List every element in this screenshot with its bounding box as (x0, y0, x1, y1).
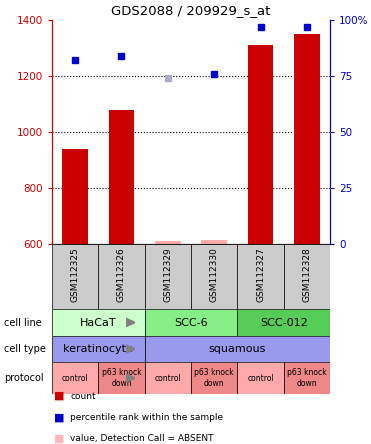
Bar (52, 244, 98, 309)
Text: control: control (62, 373, 89, 382)
Text: count: count (70, 392, 96, 400)
Bar (248, 45, 273, 244)
Text: GSM112327: GSM112327 (256, 247, 265, 302)
Bar (145, 336, 330, 362)
Bar (145, 309, 237, 336)
Bar (237, 362, 284, 394)
Polygon shape (126, 345, 135, 353)
Bar (294, 34, 319, 244)
Bar (145, 244, 191, 309)
Text: protocol: protocol (4, 373, 43, 383)
Bar (52, 336, 145, 362)
Bar (109, 110, 134, 244)
Title: GDS2088 / 209929_s_at: GDS2088 / 209929_s_at (111, 4, 271, 17)
Polygon shape (126, 374, 135, 382)
Text: GSM112330: GSM112330 (210, 247, 219, 302)
Text: GSM112329: GSM112329 (163, 247, 173, 302)
Text: p63 knock
down: p63 knock down (102, 369, 141, 388)
Text: GSM112326: GSM112326 (117, 247, 126, 302)
Polygon shape (126, 318, 135, 326)
Bar (284, 362, 330, 394)
Text: ■: ■ (54, 412, 65, 422)
Text: percentile rank within the sample: percentile rank within the sample (70, 413, 224, 422)
Text: ■: ■ (54, 434, 65, 444)
Text: keratinocyte: keratinocyte (63, 344, 133, 354)
Bar (52, 362, 98, 394)
Text: p63 knock
down: p63 knock down (287, 369, 326, 388)
Text: SCC-012: SCC-012 (260, 317, 308, 328)
Bar (52, 309, 145, 336)
Bar (145, 362, 191, 394)
Bar (191, 244, 237, 309)
Text: ■: ■ (54, 391, 65, 401)
Text: SCC-6: SCC-6 (174, 317, 208, 328)
Text: HaCaT: HaCaT (80, 317, 116, 328)
Text: GSM112328: GSM112328 (302, 247, 311, 302)
Text: GSM112325: GSM112325 (70, 247, 80, 302)
Bar (98, 244, 145, 309)
Text: cell type: cell type (4, 344, 46, 354)
Text: control: control (247, 373, 274, 382)
Bar (98, 362, 145, 394)
Bar (237, 244, 284, 309)
Bar (191, 362, 237, 394)
Bar (62, 149, 88, 244)
Text: control: control (154, 373, 181, 382)
Text: squamous: squamous (209, 344, 266, 354)
Bar (237, 309, 330, 336)
Bar (201, 240, 227, 244)
Text: value, Detection Call = ABSENT: value, Detection Call = ABSENT (70, 434, 214, 443)
Text: p63 knock
down: p63 knock down (194, 369, 234, 388)
Bar (284, 244, 330, 309)
Bar (155, 241, 181, 244)
Text: cell line: cell line (4, 317, 42, 328)
